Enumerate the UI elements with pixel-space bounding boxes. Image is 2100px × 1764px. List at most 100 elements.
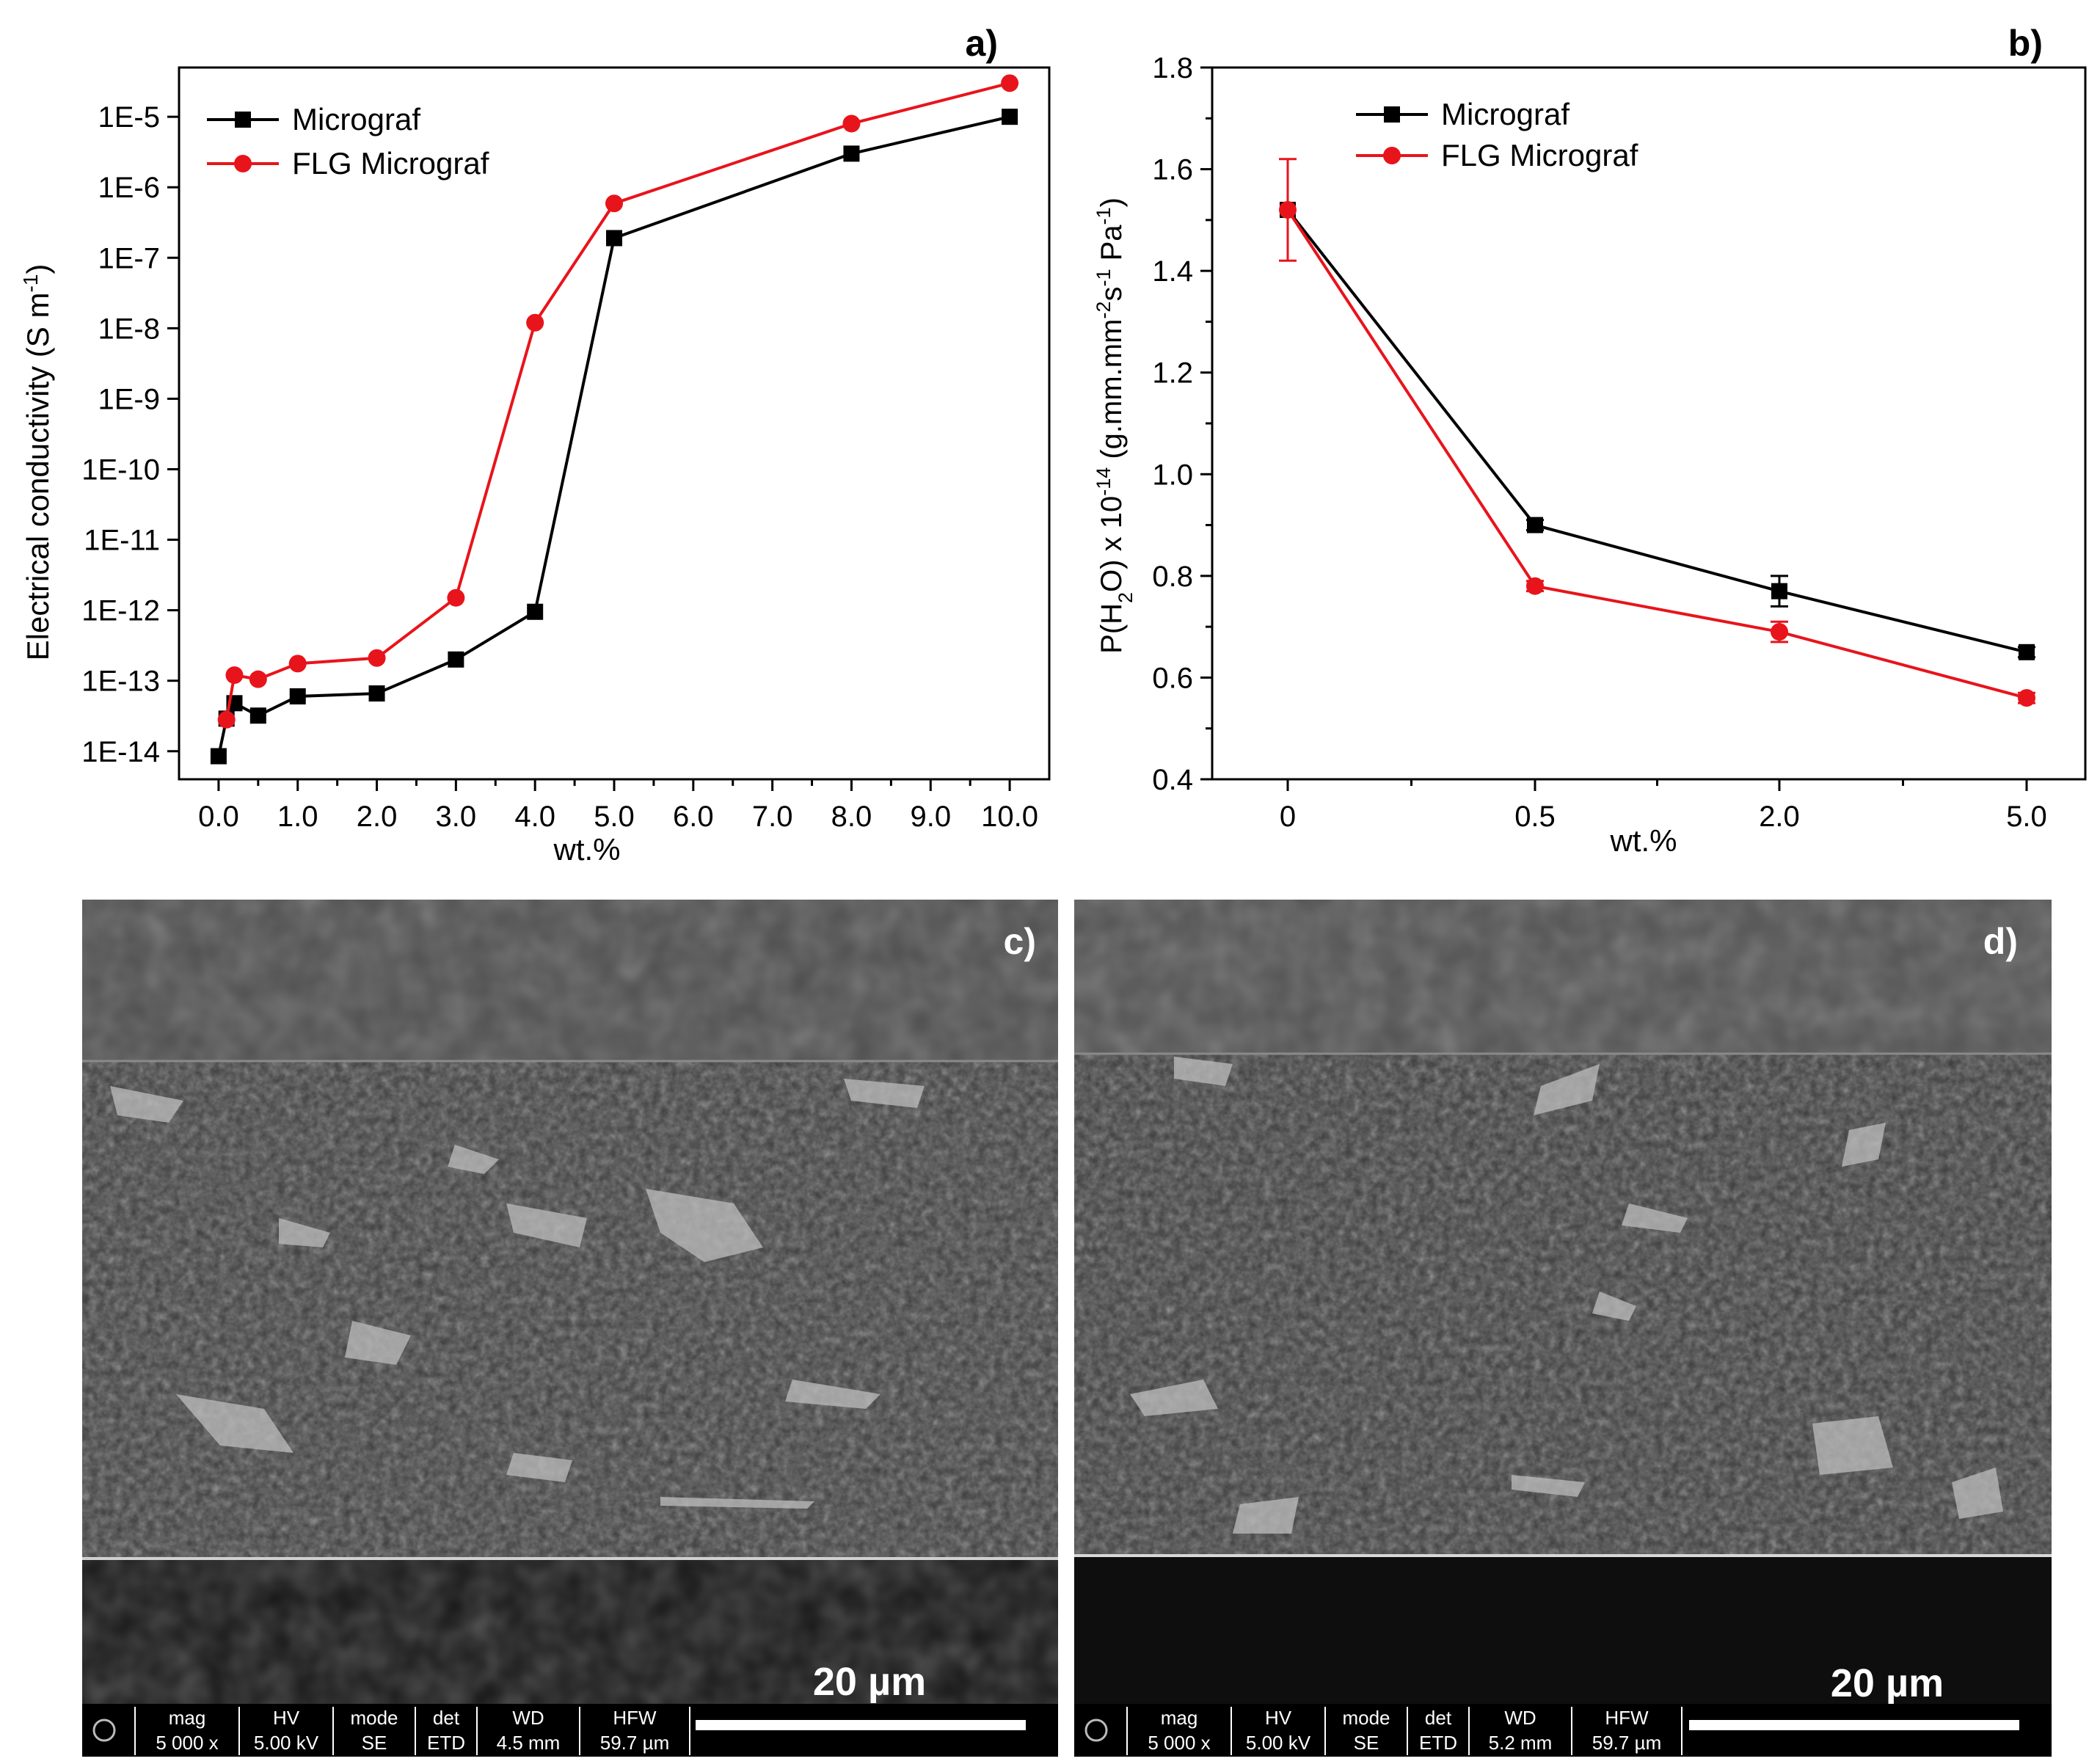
chart-a-point xyxy=(448,651,464,668)
chart-b-ytick-label: 1.4 xyxy=(1152,255,1193,288)
chart-b-point xyxy=(1771,583,1787,599)
chart-a-legend-marker xyxy=(234,155,252,172)
chart-a-point xyxy=(527,603,544,620)
chart-b-xtick-label: 2.0 xyxy=(1759,801,1800,833)
sem-d-metadata: mag 5 000 x HV 5.00 kV mode SE det ETD WD 5.2 mm H… xyxy=(1084,1707,1682,1755)
chart-b-legend-label: FLG Micrograf xyxy=(1441,138,1638,172)
chart-a-ytick-label: 1E-12 xyxy=(81,595,160,627)
sem-c-flakes xyxy=(110,1079,925,1509)
chart-b-ytick-label: 0.8 xyxy=(1152,561,1193,593)
chart-a-xtick-label: 0.0 xyxy=(198,801,239,833)
chart-a-point xyxy=(368,649,386,667)
sem-logo-icon xyxy=(92,1719,116,1742)
chart-a-xtick-label: 4.0 xyxy=(514,801,555,833)
chart-b-xtick-label: 0.5 xyxy=(1514,801,1556,833)
sem-info-value: 5.2 mm xyxy=(1489,1732,1553,1754)
chart-a-legend-marker xyxy=(235,112,251,128)
chart-b-xtick-label: 5.0 xyxy=(2006,801,2047,833)
chart-a-point xyxy=(217,710,236,729)
chart-b-series-line-1 xyxy=(1286,208,2027,700)
chart-a-ylabel: Electrical conductivity (S m-1) xyxy=(19,264,56,661)
chart-a-point xyxy=(249,670,267,688)
sem-image-d: d) 20 µm mag 5 000 x HV 5.00 kV mode SE det ETD… xyxy=(1074,900,2052,1757)
sem-info-header: HV xyxy=(273,1707,300,1729)
chart-a-ytick-label: 1E-6 xyxy=(98,172,161,204)
chart-b-xtick-label: 0 xyxy=(1280,801,1296,833)
chart-a-point xyxy=(289,688,306,705)
chart-a-point xyxy=(605,194,623,213)
chart-b-point xyxy=(1527,517,1543,533)
chart-a-xtick-label: 3.0 xyxy=(436,801,477,833)
sem-info-value: SE xyxy=(1354,1732,1379,1754)
chart-a-point xyxy=(368,685,385,702)
sem-info-value: SE xyxy=(362,1732,387,1754)
chart-a-xtick-label: 5.0 xyxy=(594,801,635,833)
chart-a-legend-label: FLG Micrograf xyxy=(292,146,489,181)
chart-b-point xyxy=(2019,644,2035,660)
chart-b-ytick-label: 0.4 xyxy=(1152,764,1193,796)
chart-a-point xyxy=(842,114,861,133)
sem-c-panel-label: c) xyxy=(1004,921,1036,962)
chart-a-point xyxy=(210,748,227,765)
sem-info-value: 5 000 x xyxy=(1148,1732,1210,1754)
chart-b-legend-label: Micrograf xyxy=(1441,97,1569,131)
chart-a-point xyxy=(225,666,244,685)
chart-b-yaxis: 0.4 0.6 0.8 1.0 1.2 1.4 1.6 1.8 xyxy=(1152,52,1212,796)
chart-b-frame xyxy=(1211,66,2087,781)
chart-a-series xyxy=(210,74,1019,765)
sem-c-scale-bar xyxy=(696,1720,1026,1730)
chart-a-point xyxy=(447,588,465,607)
sem-info-header: det xyxy=(433,1707,460,1729)
chart-a-xtick-label: 8.0 xyxy=(831,801,872,833)
sem-info-header: WD xyxy=(512,1707,544,1729)
chart-a-ytick-label: 1E-5 xyxy=(98,101,161,134)
chart-a-ytick-label: 1E-10 xyxy=(81,453,160,486)
sem-d-scale-label: 20 µm xyxy=(1831,1661,1944,1705)
chart-b-legend: Micrograf FLG Micrograf xyxy=(1356,97,1638,172)
sem-info-header: HV xyxy=(1265,1707,1292,1729)
chart-a-series-line-1 xyxy=(225,81,1010,721)
sem-info-header: mag xyxy=(1161,1707,1198,1729)
chart-b-ylabel: P(H2O) x 10-14 (g.mm.mm-2s-1 Pa-1) xyxy=(1093,197,1137,654)
sem-info-value: 4.5 mm xyxy=(497,1732,561,1754)
chart-b-point xyxy=(1771,623,1788,641)
chart-a-point xyxy=(606,230,622,247)
chart-b: b) wt.% P(H2O) x 10-14 (g.mm.mm-2s-1 Pa-… xyxy=(1093,23,2087,858)
chart-a-xaxis: 0.0 1.0 2.0 3.0 4.0 5.0 6.0 7.0 8.0 9.0 10.0 xyxy=(198,779,1038,833)
sem-d-scale-bar xyxy=(1689,1720,2019,1730)
chart-a-point xyxy=(1002,109,1018,125)
chart-a-ytick-label: 1E-11 xyxy=(84,525,160,557)
sem-d-substrate xyxy=(1074,1557,2052,1704)
chart-b-ytick-label: 1.8 xyxy=(1152,52,1193,84)
sem-info-header: mode xyxy=(350,1707,398,1729)
sem-info-header: HFW xyxy=(613,1707,657,1729)
chart-b-ytick-label: 1.2 xyxy=(1152,357,1193,390)
sem-info-header: det xyxy=(1425,1707,1452,1729)
sem-image-c: c) 20 µm mag 5 000 x HV 5.00 kV mode SE det ETD… xyxy=(82,900,1058,1757)
sem-info-value: ETD xyxy=(427,1732,465,1754)
chart-b-ytick-label: 1.0 xyxy=(1152,459,1193,491)
sem-info-header: WD xyxy=(1504,1707,1536,1729)
chart-a-xlabel: wt.% xyxy=(553,832,620,867)
chart-b-series xyxy=(1279,158,2035,707)
chart-a-legend-label: Micrograf xyxy=(292,102,420,136)
sem-info-value: 59.7 µm xyxy=(1592,1732,1661,1754)
chart-b-point xyxy=(1279,201,1297,219)
chart-a-xtick-label: 10.0 xyxy=(981,801,1038,833)
sem-info-value: 59.7 µm xyxy=(600,1732,669,1754)
chart-a-xtick-label: 1.0 xyxy=(277,801,318,833)
chart-a-ytick-label: 1E-9 xyxy=(98,383,161,415)
chart-b-point xyxy=(1526,577,1544,595)
chart-b-legend-marker xyxy=(1383,147,1401,164)
chart-a: a) wt.% Electrical conductivity (S m-1) … xyxy=(19,23,1051,867)
chart-b-ytick-label: 1.6 xyxy=(1152,154,1193,186)
sem-info-value: 5 000 x xyxy=(156,1732,218,1754)
chart-a-point xyxy=(249,707,266,724)
chart-a-xtick-label: 7.0 xyxy=(752,801,793,833)
sem-info-value: 5.00 kV xyxy=(1246,1732,1311,1754)
chart-a-xtick-label: 9.0 xyxy=(910,801,951,833)
sem-info-value: 5.00 kV xyxy=(254,1732,319,1754)
chart-a-xtick-label: 2.0 xyxy=(357,801,398,833)
sem-info-header: mag xyxy=(169,1707,206,1729)
